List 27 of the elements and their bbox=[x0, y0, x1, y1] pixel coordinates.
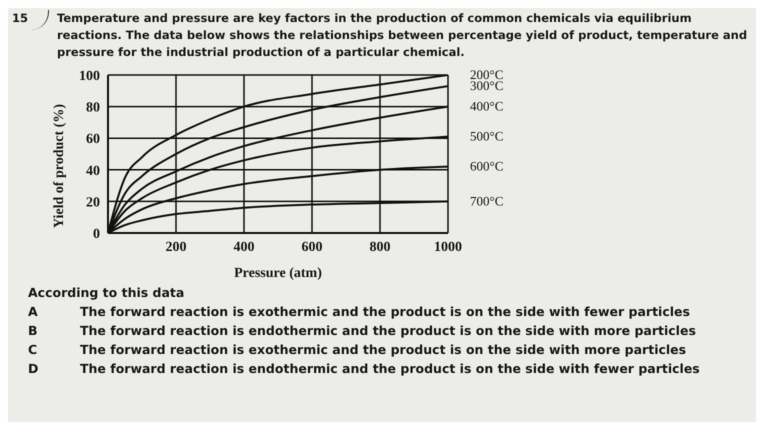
y-tick-label: 20 bbox=[86, 195, 100, 210]
text: D bbox=[28, 360, 40, 378]
text: The forward reaction is endothermic and the product is on the side with more particles bbox=[80, 322, 696, 340]
x-tick-label: 600 bbox=[302, 240, 322, 255]
series-label: 400°C bbox=[470, 98, 504, 114]
x-tick-label: 800 bbox=[370, 240, 390, 255]
x-tick-label: 200 bbox=[166, 240, 186, 255]
text: The forward reaction is endothermic and the product is on the side with fewer particles bbox=[80, 360, 700, 378]
y-tick-label: 0 bbox=[93, 226, 100, 242]
y-tick-label: 60 bbox=[86, 132, 100, 148]
series-label: 500°C bbox=[470, 128, 504, 144]
series-label: 600°C bbox=[470, 158, 504, 174]
y-tick-label: 80 bbox=[86, 100, 100, 116]
x-tick-label: 1000 bbox=[434, 240, 462, 255]
y-axis-title: Yield of product (%) bbox=[52, 104, 68, 228]
text: The forward reaction is exothermic and the product is on the side with more particles bbox=[80, 341, 686, 359]
x-tick-label: 400 bbox=[234, 240, 254, 255]
text: According to this data bbox=[28, 284, 186, 302]
text: C bbox=[28, 341, 38, 359]
series-label: 700°C bbox=[470, 193, 504, 208]
chart-title: Temperature and pressure are key factors in the production of common chemicals via equilibrium reactions. The data below shows the relationships between percentage yield of product, temperature and pressure for the industrial production of a particular chemical. bbox=[56, 10, 748, 61]
y-tick-label: 100 bbox=[79, 68, 100, 84]
x-axis-title: Pressure (atm) bbox=[234, 266, 322, 281]
y-tick-label: 40 bbox=[86, 164, 100, 179]
text: The forward reaction is exothermic and the product is on the side with fewer particles bbox=[80, 303, 690, 321]
text: B bbox=[28, 322, 39, 340]
text: A bbox=[28, 303, 39, 321]
